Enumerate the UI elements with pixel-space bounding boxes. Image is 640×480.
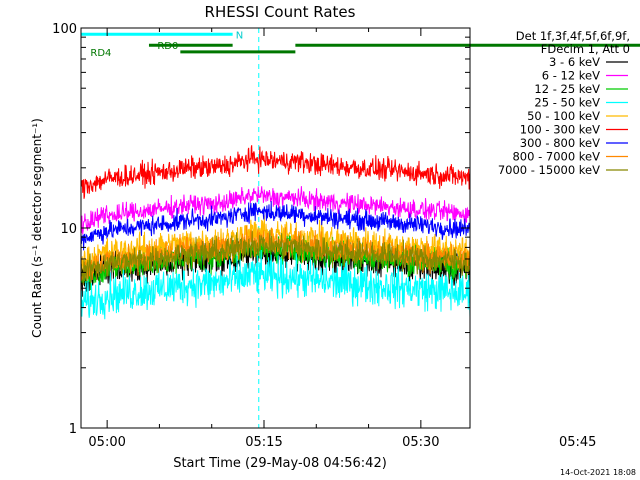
legend-label: 300 - 800 keV [520,136,600,150]
x-tick-label: 05:00 [88,435,125,450]
legend-label: 12 - 25 keV [534,82,600,96]
state-label-n: N [236,30,243,41]
series-line-6 [80,145,471,199]
x-tick-label: 05:30 [402,435,439,450]
chart-title: RHESSI Count Rates [205,3,356,21]
legend-label: 100 - 300 keV [520,123,600,137]
legend-label: 6 - 12 keV [542,69,600,83]
axes: 05:0005:1505:3005:4506:0006:1506:3011010… [52,22,596,450]
y-tick-label: 1 [69,422,77,437]
legend-label: 3 - 6 keV [549,55,600,69]
x-tick-label: 05:45 [559,435,596,450]
footer-timestamp: 14-Oct-2021 18:08 [560,468,636,477]
series-line-4 [80,249,471,320]
x-axis-label: Start Time (29-May-08 04:56:42) [173,456,387,471]
series-line-9 [80,229,471,286]
series-line-2 [80,186,471,235]
plot-area: N RD0 RD4 [80,28,640,428]
legend-label: 7000 - 15000 keV [498,163,600,177]
state-label-rd4: RD4 [90,48,111,59]
state-label-rd0: RD0 [157,41,178,52]
x-tick-label: 05:15 [245,435,282,450]
legend: Det 1f,3f,4f,5f,6f,9f, FDecim 1, Att 0 3… [498,29,630,177]
series-line-7 [80,200,471,251]
legend-label: 800 - 7000 keV [512,150,600,164]
legend-label: 25 - 50 keV [534,96,600,110]
legend-header-detectors: Det 1f,3f,4f,5f,6f,9f, [516,29,630,43]
legend-header-decimation: FDecim 1, Att 0 [541,42,630,56]
legend-label: 50 - 100 keV [527,109,600,123]
y-axis-label: Count Rate (s⁻¹ detector segment⁻¹) [30,118,44,338]
y-tick-label: 100 [52,22,77,37]
y-tick-label: 10 [60,222,77,237]
